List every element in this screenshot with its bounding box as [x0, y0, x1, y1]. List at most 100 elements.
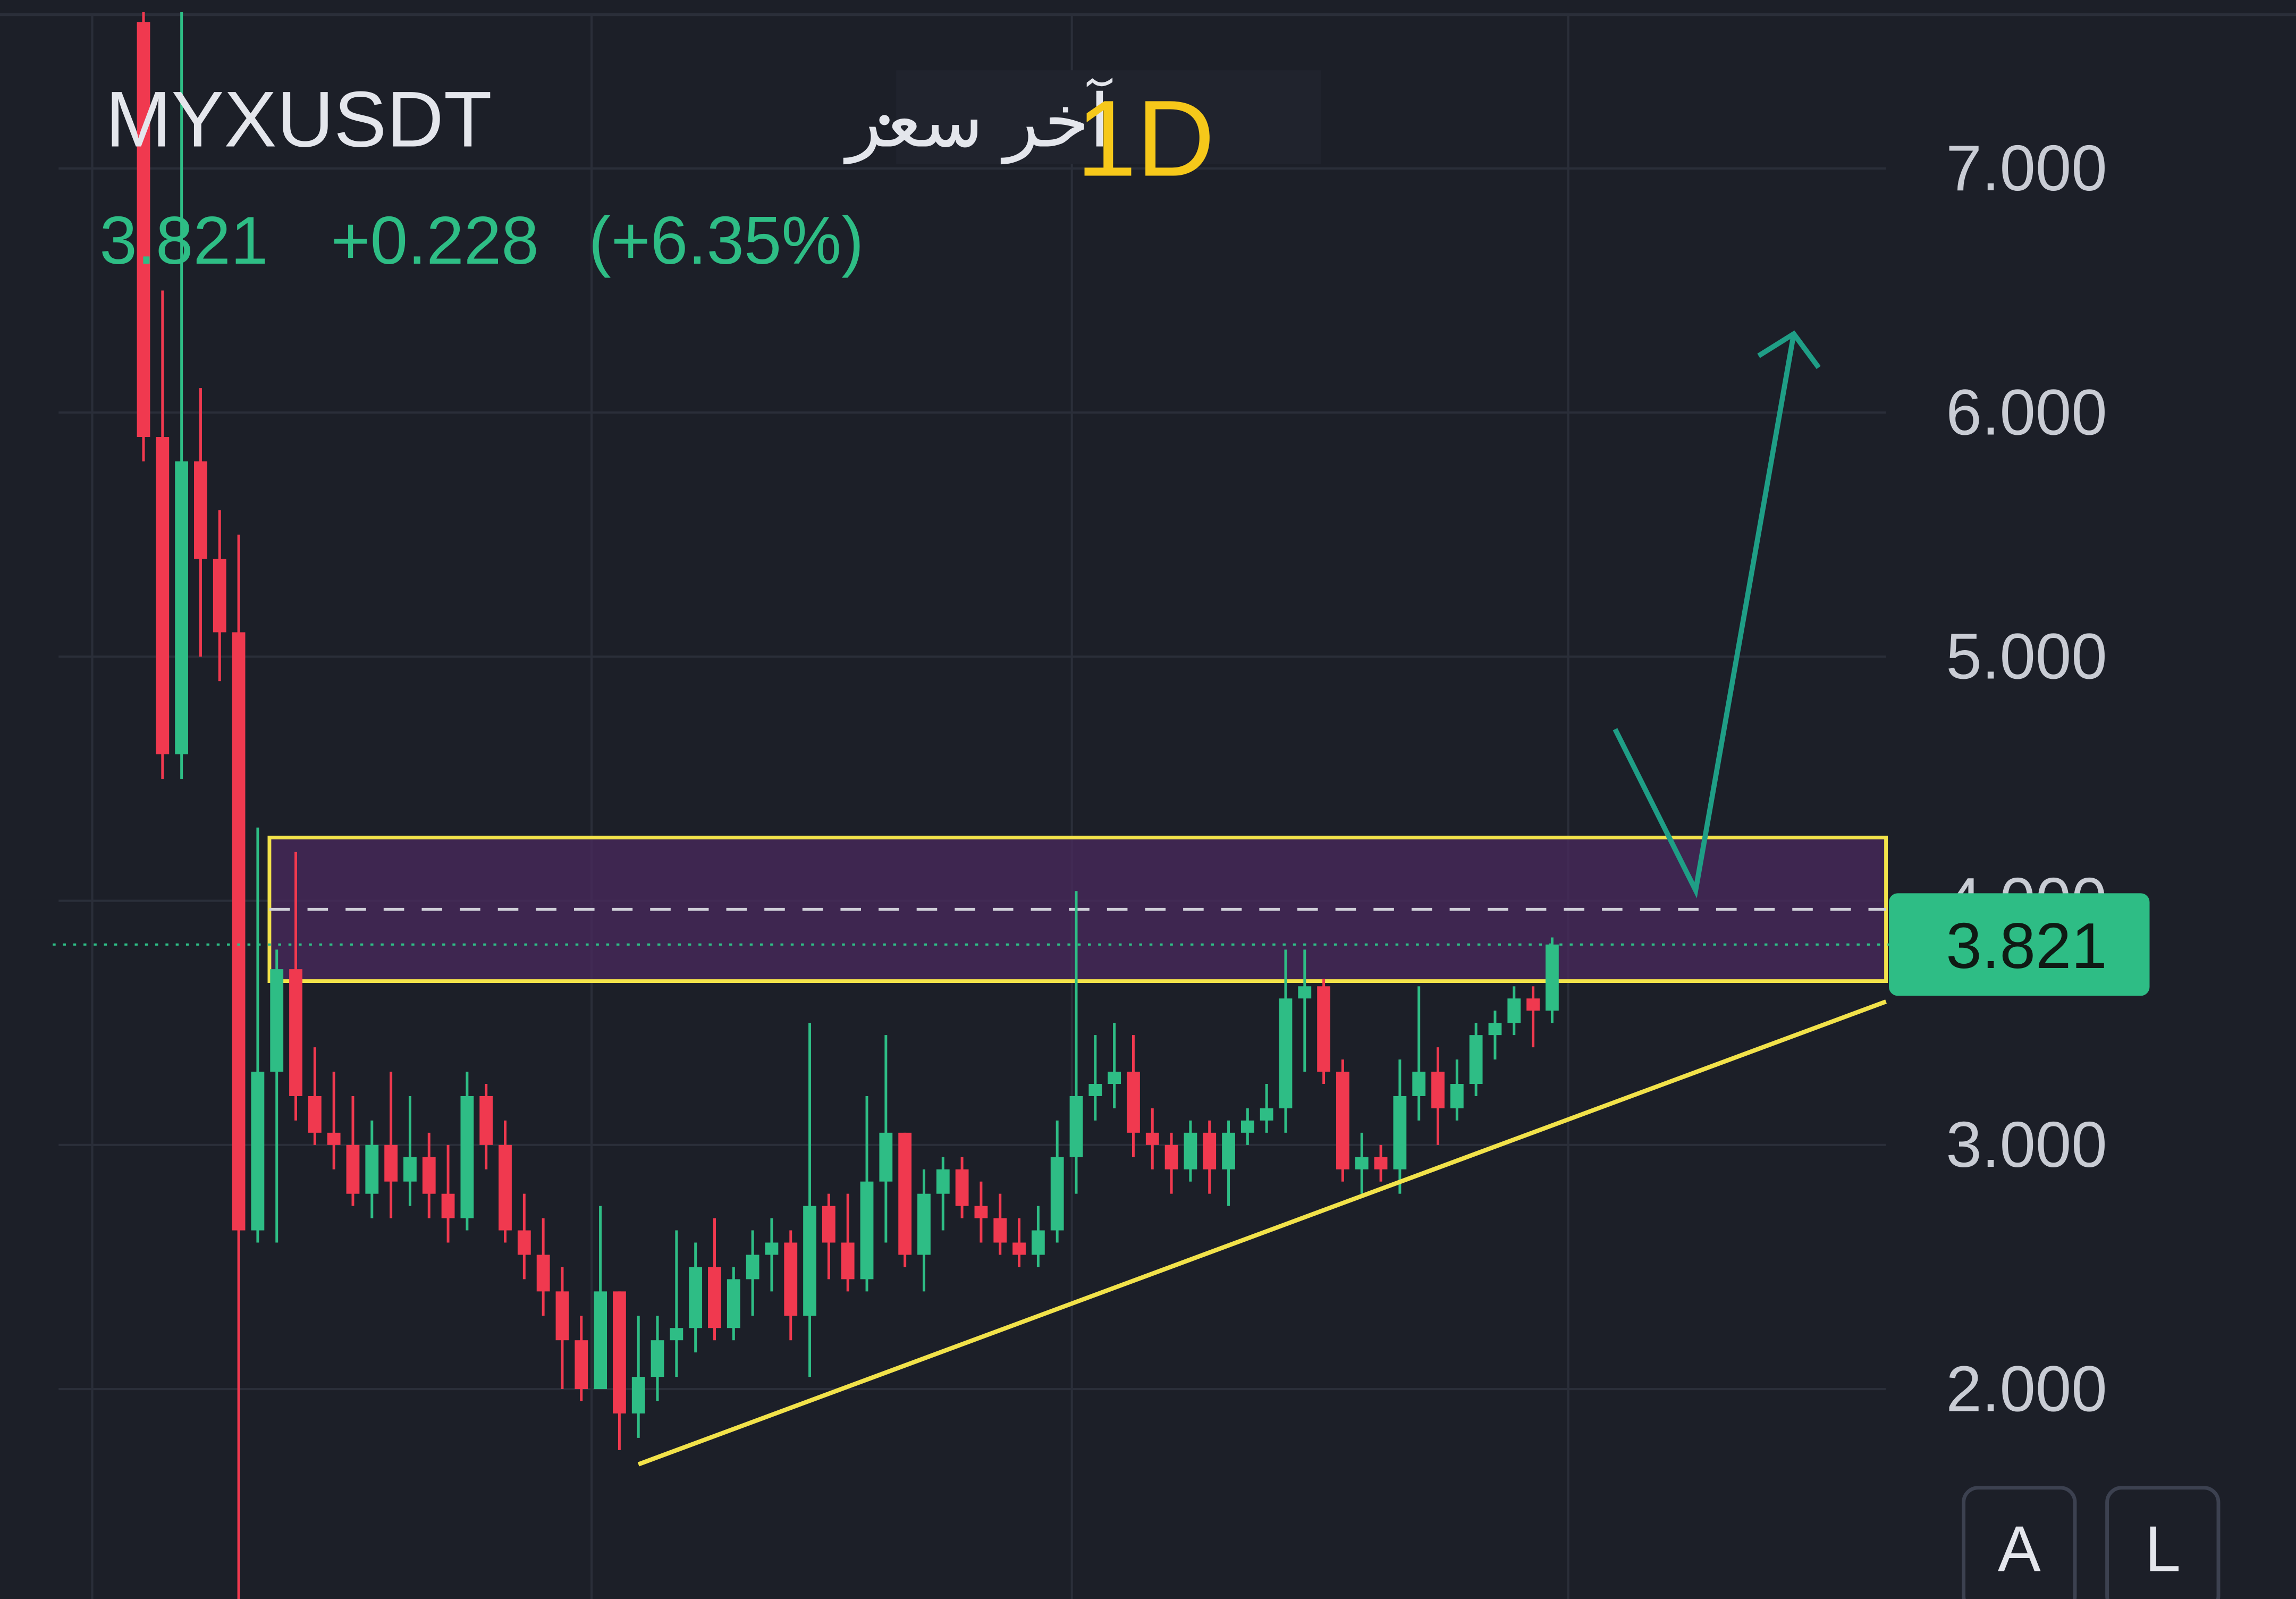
- button-label[interactable]: A: [1998, 1513, 2041, 1585]
- candle-body: [917, 1193, 931, 1255]
- candle-body: [289, 969, 302, 1096]
- symbol: MYXUSDT: [105, 74, 492, 163]
- candle-body: [898, 1132, 912, 1255]
- candle-body: [1108, 1072, 1121, 1084]
- header-price: 3.821: [99, 203, 268, 278]
- candle-body: [1050, 1157, 1064, 1231]
- projection-arrow: [1613, 333, 1796, 898]
- candle-body: [1031, 1230, 1045, 1255]
- candle-body: [1069, 1096, 1083, 1157]
- candle-body: [536, 1255, 550, 1292]
- arrow-head: [1757, 330, 1821, 369]
- candle-body: [1526, 998, 1540, 1011]
- header-change-pct: (+6.35%): [589, 203, 864, 278]
- button-l[interactable]: L: [2105, 1486, 2221, 1599]
- button-frame[interactable]: [2105, 1486, 2221, 1599]
- last-price-tag: [1889, 893, 2150, 996]
- header-shade: [896, 70, 1321, 164]
- candle-body: [1355, 1157, 1369, 1169]
- candle-body: [1260, 1108, 1273, 1121]
- candle-body: [156, 437, 170, 755]
- candle-body: [270, 969, 284, 1072]
- candle-body: [955, 1169, 969, 1206]
- y-tick-label: 3.000: [1946, 1108, 2107, 1181]
- candle-body: [555, 1291, 569, 1341]
- candle-body: [974, 1206, 988, 1218]
- candle-body: [784, 1242, 798, 1316]
- y-tick-label: 7.000: [1946, 132, 2107, 204]
- candle-body: [499, 1144, 512, 1231]
- last-price: 3.821: [53, 893, 2150, 996]
- candles: [137, 12, 1559, 1599]
- candle-body: [670, 1328, 683, 1341]
- candle-body: [403, 1157, 417, 1182]
- candle-body: [251, 1072, 265, 1231]
- candle-body: [346, 1144, 360, 1194]
- candle-body: [308, 1096, 322, 1133]
- candle-body: [1164, 1144, 1178, 1169]
- candle-body: [1088, 1084, 1102, 1096]
- candle-body: [137, 22, 150, 437]
- candle-body: [1127, 1072, 1140, 1133]
- candle-body: [1431, 1072, 1445, 1108]
- candle-body: [936, 1169, 950, 1194]
- candle-body: [879, 1132, 893, 1182]
- button-a[interactable]: A: [1962, 1486, 2077, 1599]
- vertical-grid: [91, 14, 1569, 1599]
- candle-body: [175, 461, 189, 755]
- candle-body: [822, 1206, 835, 1243]
- candle-body: [1546, 944, 1559, 1011]
- button-frame[interactable]: [1962, 1486, 2077, 1599]
- separator-dot: [879, 115, 890, 125]
- candle-body: [479, 1096, 493, 1145]
- candle-body: [1507, 998, 1521, 1023]
- y-tick-label: 5.000: [1946, 620, 2107, 693]
- candle-body: [517, 1230, 531, 1255]
- candle-body: [651, 1340, 664, 1377]
- candle-body: [613, 1291, 626, 1413]
- candle-body: [365, 1144, 379, 1194]
- candle-body: [993, 1218, 1007, 1243]
- y-tick-label: 6.000: [1946, 376, 2107, 448]
- last-price-label: 3.821: [1946, 910, 2107, 982]
- candle-body: [860, 1181, 874, 1280]
- candle-body: [232, 632, 246, 1231]
- candle-body: [1374, 1157, 1388, 1169]
- candle-body: [727, 1279, 740, 1328]
- candle-body: [1488, 1023, 1502, 1036]
- button-label[interactable]: L: [2145, 1513, 2181, 1585]
- candle-body: [460, 1096, 474, 1218]
- candle-body: [1469, 1035, 1483, 1084]
- candle-body: [1184, 1132, 1197, 1169]
- candle-body: [327, 1132, 341, 1145]
- candle-body: [1336, 1072, 1349, 1169]
- candle-body: [1012, 1242, 1026, 1255]
- interval: 1D: [1076, 78, 1215, 199]
- candle-body: [575, 1340, 588, 1390]
- candle-body: [194, 461, 207, 559]
- candle-body: [708, 1267, 721, 1328]
- candle-body: [1298, 986, 1312, 999]
- y-tick-label: 2.000: [1946, 1352, 2107, 1425]
- candle-body: [1393, 1096, 1407, 1169]
- candle-body: [841, 1242, 855, 1280]
- candle-body: [803, 1206, 816, 1316]
- candle-body: [1203, 1132, 1217, 1169]
- candle-body: [213, 559, 226, 633]
- candle-body: [1240, 1120, 1254, 1133]
- candle-body: [1317, 986, 1331, 1072]
- trendline: [637, 999, 1887, 1467]
- header-change: +0.228: [331, 203, 539, 278]
- candle-body: [1145, 1132, 1159, 1145]
- candle-body: [689, 1267, 703, 1328]
- candle-body: [765, 1242, 779, 1255]
- candle-body: [594, 1291, 607, 1390]
- candle-body: [1222, 1132, 1235, 1169]
- candle-body: [1412, 1072, 1426, 1096]
- candle-body: [1450, 1084, 1464, 1108]
- candle-body: [384, 1144, 398, 1182]
- candle-body: [1279, 998, 1293, 1108]
